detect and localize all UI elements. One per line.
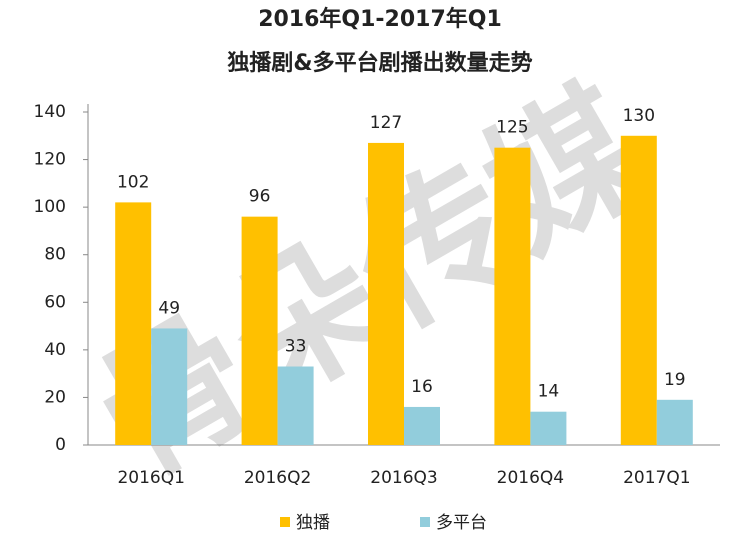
y-tick-label: 20 xyxy=(44,387,66,407)
x-tick-label: 2016Q3 xyxy=(370,468,437,488)
bar xyxy=(241,216,278,445)
data-label: 96 xyxy=(249,187,271,207)
data-label: 125 xyxy=(496,118,528,138)
data-label: 49 xyxy=(158,298,180,318)
x-tick-label: 2016Q4 xyxy=(497,468,564,488)
y-tick-label: 60 xyxy=(44,292,66,312)
y-tick-label: 80 xyxy=(44,245,66,265)
bar xyxy=(530,411,567,445)
data-label: 16 xyxy=(411,377,433,397)
y-tick-label: 140 xyxy=(34,102,66,122)
x-tick-label: 2016Q1 xyxy=(117,468,184,488)
bar xyxy=(620,135,657,446)
legend-swatch xyxy=(280,517,290,527)
legend-label: 多平台 xyxy=(436,513,487,533)
data-label: 130 xyxy=(623,106,655,126)
bar xyxy=(656,399,693,445)
y-tick-label: 100 xyxy=(34,197,66,217)
y-tick-label: 40 xyxy=(44,340,66,360)
bar xyxy=(368,142,404,445)
legend-swatch xyxy=(420,517,430,527)
x-tick-label: 2016Q2 xyxy=(244,468,311,488)
legend-label: 独播 xyxy=(296,513,330,533)
chart-title: 2016年Q1-2017年Q1 xyxy=(258,6,502,32)
bar xyxy=(404,406,440,445)
x-tick-label: 2017Q1 xyxy=(623,468,690,488)
data-label: 19 xyxy=(664,370,686,390)
bar xyxy=(115,202,152,445)
data-label: 102 xyxy=(117,172,149,192)
chart-subtitle: 独播剧&多平台剧播出数量走势 xyxy=(227,50,532,76)
y-tick-label: 120 xyxy=(34,150,66,170)
bar xyxy=(494,147,531,445)
data-label: 127 xyxy=(370,113,402,133)
data-label: 14 xyxy=(538,382,560,402)
y-tick-label: 0 xyxy=(55,435,66,455)
bar xyxy=(277,366,314,445)
bar xyxy=(151,328,188,445)
data-label: 33 xyxy=(285,337,307,357)
